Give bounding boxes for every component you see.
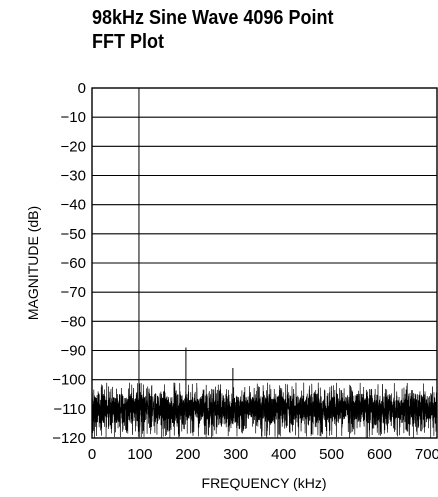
x-axis-label: FREQUENCY (kHz) bbox=[202, 475, 327, 491]
x-tick-labels: 0 100 200 300 400 500 600 700 bbox=[88, 446, 438, 463]
x-tick-label: 300 bbox=[223, 446, 248, 463]
chart-title-line-2: FFT Plot bbox=[92, 31, 164, 53]
y-tick-label: −100 bbox=[52, 372, 86, 389]
spectral-peaks bbox=[138, 88, 234, 409]
plot-frame bbox=[91, 87, 438, 439]
y-tick-label: −50 bbox=[61, 226, 86, 243]
chart-title: 98kHz Sine Wave 4096 Point FFT Plot bbox=[92, 6, 398, 54]
x-tick-label: 200 bbox=[175, 446, 200, 463]
y-tick-label: −30 bbox=[61, 168, 86, 185]
y-tick-label: −90 bbox=[61, 343, 86, 360]
chart-title-line-1: 98kHz Sine Wave 4096 Point bbox=[92, 7, 334, 29]
x-tick-label: 400 bbox=[271, 446, 296, 463]
y-tick-label: −80 bbox=[61, 313, 86, 330]
x-tick-label: 700 bbox=[415, 446, 438, 463]
grid-lines bbox=[92, 116, 437, 410]
y-tick-label: 0 bbox=[78, 80, 86, 97]
y-tick-label: −120 bbox=[52, 430, 86, 447]
y-tick-label: −40 bbox=[61, 197, 86, 214]
noise-floor bbox=[91, 382, 438, 438]
y-tick-label: −110 bbox=[53, 401, 86, 418]
y-tick-label: −20 bbox=[61, 138, 86, 155]
y-tick-label: −70 bbox=[61, 284, 86, 301]
x-tick-label: 100 bbox=[127, 446, 152, 463]
x-tick-label: 500 bbox=[319, 446, 344, 463]
noise-trace bbox=[91, 382, 438, 438]
y-tick-label: −10 bbox=[61, 109, 86, 126]
y-tick-labels: 0 −10 −20 −30 −40 −50 −60 −70 −80 −90 −100 −110 −120 bbox=[52, 80, 86, 447]
y-axis-label: MAGNITUDE (dB) bbox=[25, 206, 41, 320]
x-tick-label: 0 bbox=[88, 446, 96, 463]
x-tick-label: 600 bbox=[367, 446, 392, 463]
y-tick-label: −60 bbox=[61, 255, 86, 272]
